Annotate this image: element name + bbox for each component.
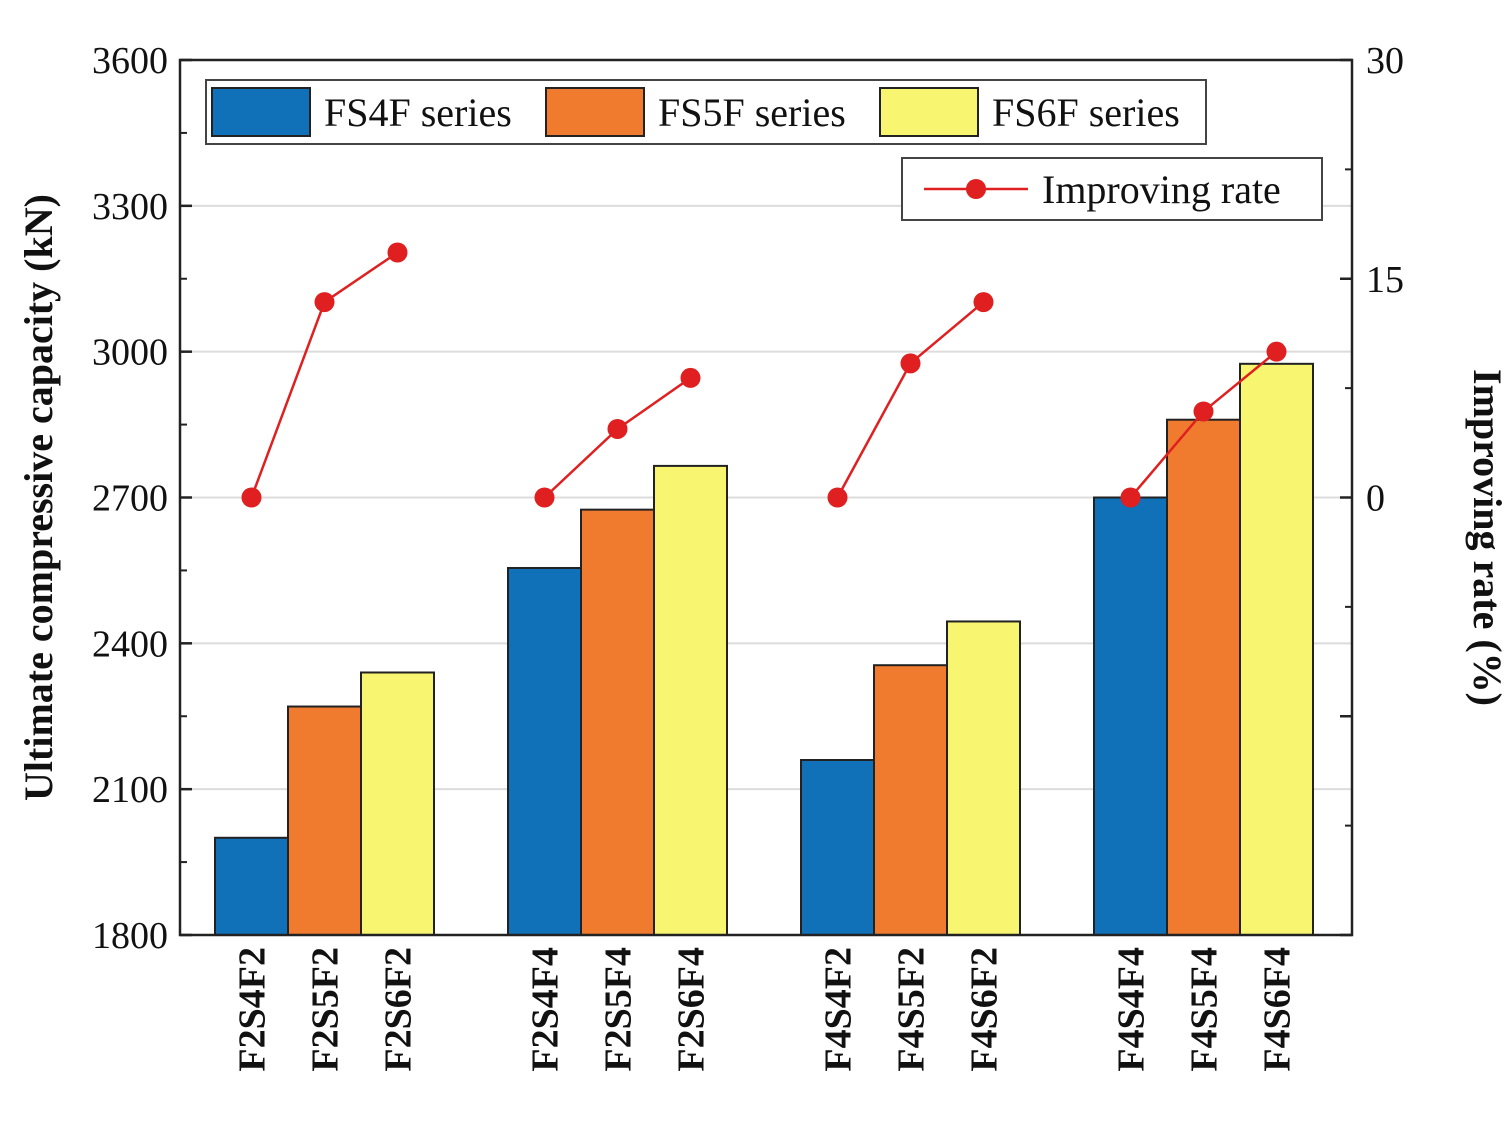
legend-label: FS4F series bbox=[324, 90, 512, 135]
x-tick-label: F4S6F2 bbox=[964, 947, 1006, 1072]
improving-rate-point bbox=[534, 487, 555, 508]
improving-rate-point bbox=[827, 487, 848, 508]
improving-rate-line bbox=[250, 251, 399, 498]
y-tick-label: 2700 bbox=[92, 478, 168, 520]
bar bbox=[800, 759, 875, 936]
improving-rate-point bbox=[1266, 341, 1287, 362]
legend-box bbox=[901, 157, 1323, 221]
x-tick-label: F2S6F2 bbox=[378, 947, 420, 1072]
x-axis-labels: F2S4F2 F2S5F2 F2S6F2 F2S4F4 F2S5F4 F2S6F4 F4S4… bbox=[232, 947, 1299, 1072]
x-tick-label: F2S4F2 bbox=[232, 947, 274, 1072]
bar bbox=[1166, 418, 1241, 936]
legend-box bbox=[205, 79, 1207, 145]
legend-swatch bbox=[211, 87, 311, 137]
y-axis-title: Ultimate compressive capacity (kN) bbox=[16, 194, 61, 801]
improving-rate-point bbox=[680, 367, 701, 388]
x-tick-label: F4S4F2 bbox=[818, 947, 860, 1072]
y-tick-label: 3300 bbox=[92, 186, 168, 228]
legend-label: Improving rate bbox=[1042, 167, 1281, 212]
bar bbox=[653, 464, 728, 936]
improving-rate-point bbox=[900, 353, 921, 374]
improving-rate-point bbox=[314, 292, 335, 313]
y2-axis-title: Improving rate (%) bbox=[1465, 369, 1510, 706]
y-axis-ticks: 1800 2100 2400 2700 3000 3300 3600 bbox=[92, 40, 192, 957]
bars bbox=[214, 362, 1314, 936]
x-tick-label: F2S5F2 bbox=[305, 947, 347, 1072]
y-tick-label: 3600 bbox=[92, 40, 168, 82]
x-tick-label: F2S6F4 bbox=[671, 947, 713, 1072]
bar bbox=[946, 620, 1021, 936]
y2-tick-label: 15 bbox=[1366, 259, 1404, 301]
bar bbox=[873, 664, 948, 936]
improving-rate-point bbox=[1193, 401, 1214, 422]
improving-rate-point bbox=[1120, 487, 1141, 508]
improving-rate-point bbox=[241, 487, 262, 508]
legend-label: FS6F series bbox=[992, 90, 1180, 135]
y-tick-label: 2100 bbox=[92, 769, 168, 811]
bar bbox=[507, 566, 582, 936]
x-tick-label: F4S5F2 bbox=[891, 947, 933, 1072]
bar bbox=[360, 671, 435, 936]
bar bbox=[1239, 362, 1314, 936]
legend-marker bbox=[966, 179, 986, 199]
y-tick-label: 1800 bbox=[92, 915, 168, 957]
legend-swatch bbox=[879, 87, 979, 137]
x-tick-label: F2S4F4 bbox=[525, 947, 567, 1072]
improving-rate-point bbox=[607, 418, 628, 439]
x-tick-label: F4S5F4 bbox=[1184, 947, 1226, 1072]
x-tick-label: F2S5F4 bbox=[598, 947, 640, 1072]
bar bbox=[580, 508, 655, 936]
y-tick-label: 2400 bbox=[92, 623, 168, 665]
improving-rate-point bbox=[387, 242, 408, 263]
improving-rate-point bbox=[973, 292, 994, 313]
y2-tick-label: 0 bbox=[1366, 478, 1385, 520]
bar bbox=[1093, 496, 1168, 936]
y2-tick-label: 30 bbox=[1366, 40, 1404, 82]
legend-swatch bbox=[545, 87, 645, 137]
improving-rate-line bbox=[836, 301, 985, 499]
bar bbox=[287, 705, 362, 936]
x-tick-label: F4S6F4 bbox=[1257, 947, 1299, 1072]
x-tick-label: F4S4F4 bbox=[1111, 947, 1153, 1072]
bar bbox=[214, 836, 289, 936]
legend-label: FS5F series bbox=[658, 90, 846, 135]
y-tick-label: 3000 bbox=[92, 332, 168, 374]
legend-bar-series: FS4F series FS5F series FS6F series bbox=[205, 79, 1207, 145]
y2-axis-ticks: 0 15 30 bbox=[1340, 40, 1404, 937]
improving-rate-series bbox=[241, 242, 1287, 508]
legend-improving-rate: Improving rate bbox=[901, 157, 1323, 221]
